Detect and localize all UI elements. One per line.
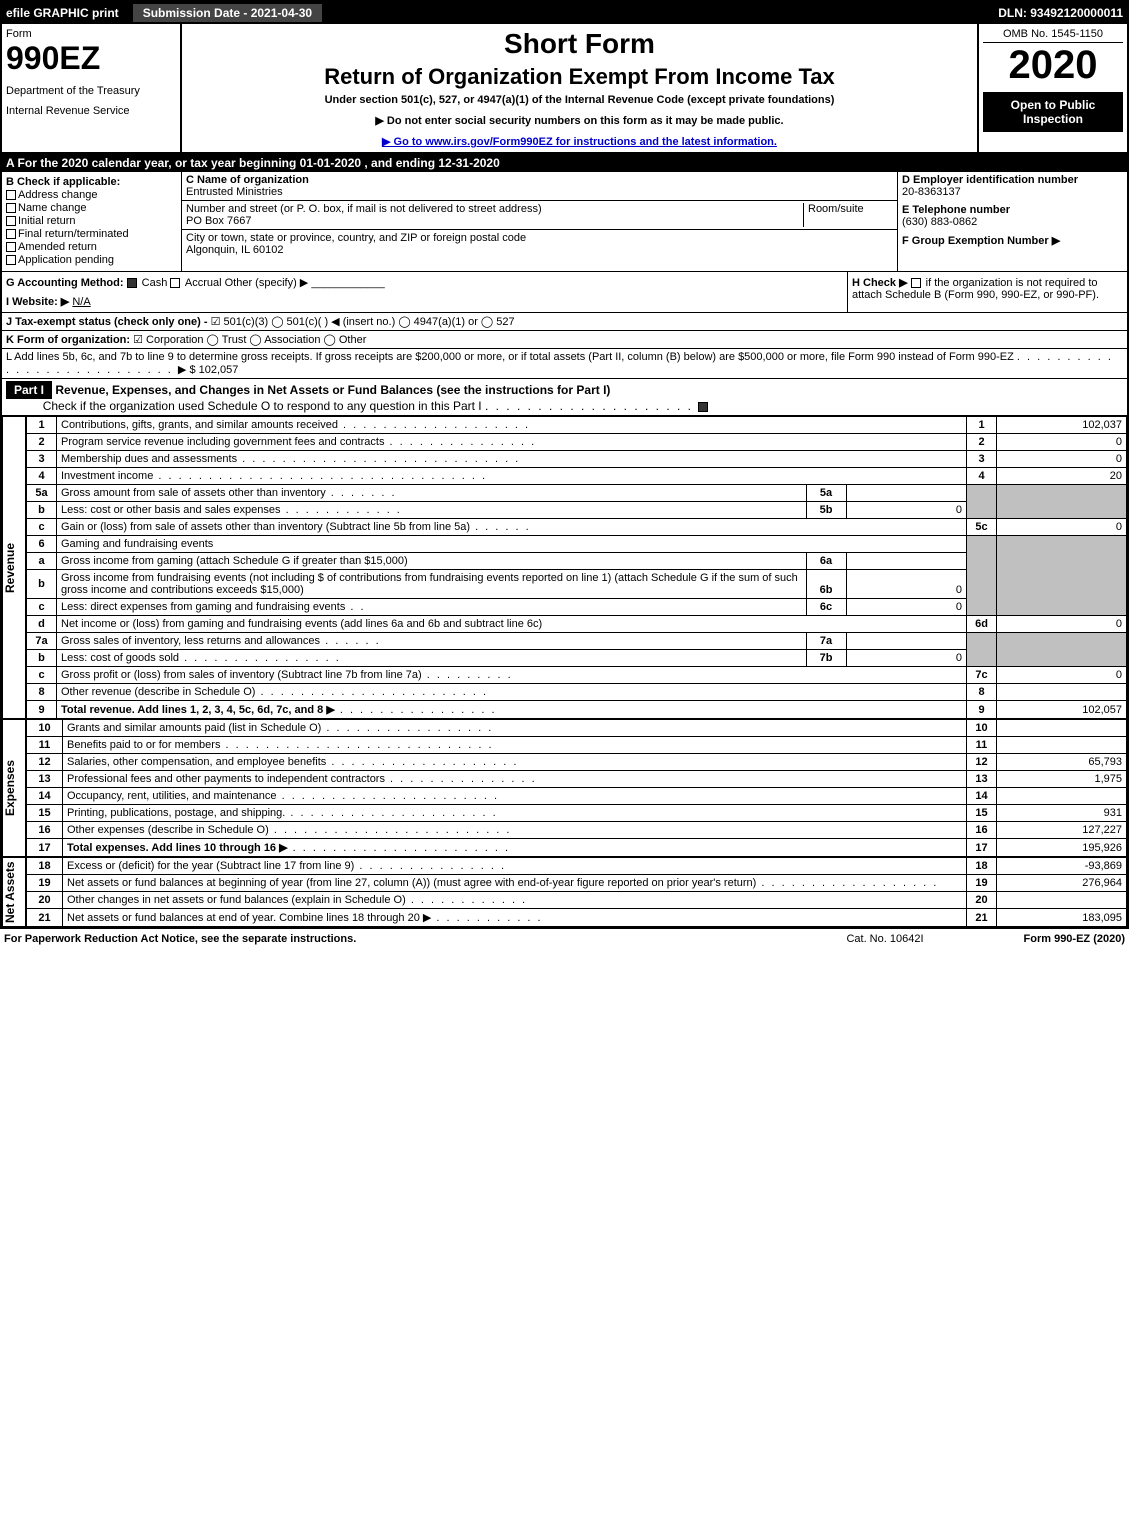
- part-1-label: Part I: [6, 381, 52, 399]
- cat-number: Cat. No. 10642I: [846, 933, 923, 945]
- efile-label[interactable]: efile GRAPHIC print: [6, 6, 129, 20]
- form-word: Form: [6, 28, 176, 40]
- line-6d: dNet income or (loss) from gaming and fu…: [27, 616, 1127, 633]
- tax-year: 2020: [983, 43, 1123, 88]
- chk-accrual[interactable]: [170, 278, 180, 288]
- line-20: 20Other changes in net assets or fund ba…: [27, 892, 1127, 909]
- e-label: E Telephone number: [902, 204, 1010, 216]
- footer: For Paperwork Reduction Act Notice, see …: [0, 929, 1129, 949]
- submission-date: Submission Date - 2021-04-30: [133, 4, 322, 22]
- form-ref: Form 990-EZ (2020): [1024, 933, 1125, 945]
- under-section: Under section 501(c), 527, or 4947(a)(1)…: [186, 94, 973, 106]
- line-16: 16Other expenses (describe in Schedule O…: [27, 822, 1127, 839]
- line-13: 13Professional fees and other payments t…: [27, 771, 1127, 788]
- city-label: City or town, state or province, country…: [186, 232, 526, 244]
- chk-application-pending[interactable]: Application pending: [6, 254, 177, 266]
- street-address: PO Box 7667: [186, 215, 251, 227]
- chk-final-return[interactable]: Final return/terminated: [6, 228, 177, 240]
- revenue-table: 1Contributions, gifts, grants, and simil…: [26, 416, 1127, 719]
- chk-schedule-o[interactable]: [698, 402, 708, 412]
- revenue-vlabel: Revenue: [2, 416, 26, 719]
- website: N/A: [72, 296, 90, 308]
- line-10: 10Grants and similar amounts paid (list …: [27, 720, 1127, 737]
- line-3: 3Membership dues and assessments . . . .…: [27, 451, 1127, 468]
- dln: DLN: 93492120000011: [998, 6, 1123, 20]
- pra-notice: For Paperwork Reduction Act Notice, see …: [4, 933, 356, 945]
- line-7c: cGross profit or (loss) from sales of in…: [27, 667, 1127, 684]
- chk-cash[interactable]: [127, 278, 137, 288]
- h-label: H Check ▶: [852, 277, 908, 289]
- line-5a: 5aGross amount from sale of assets other…: [27, 485, 1127, 502]
- city-state-zip: Algonquin, IL 60102: [186, 244, 283, 256]
- g-label: G Accounting Method:: [6, 277, 124, 289]
- part-1-checknote: Check if the organization used Schedule …: [43, 399, 482, 413]
- c-label: C Name of organization: [186, 174, 309, 186]
- chk-amended-return[interactable]: Amended return: [6, 241, 177, 253]
- chk-address-change[interactable]: Address change: [6, 189, 177, 201]
- line-5b: bLess: cost or other basis and sales exp…: [27, 502, 1127, 519]
- netassets-vlabel: Net Assets: [2, 857, 26, 927]
- j-label: J Tax-exempt status (check only one) -: [6, 316, 208, 328]
- room-label: Room/suite: [808, 203, 864, 215]
- open-inspection: Open to Public Inspection: [983, 92, 1123, 132]
- line-19: 19Net assets or fund balances at beginni…: [27, 875, 1127, 892]
- line-21: 21Net assets or fund balances at end of …: [27, 909, 1127, 927]
- form-number: 990EZ: [6, 40, 176, 77]
- return-title: Return of Organization Exempt From Incom…: [186, 64, 973, 90]
- line-5c: cGain or (loss) from sale of assets othe…: [27, 519, 1127, 536]
- line-6a: aGross income from gaming (attach Schedu…: [27, 553, 1127, 570]
- irs-label: Internal Revenue Service: [6, 105, 176, 117]
- line-11: 11Benefits paid to or for members . . . …: [27, 737, 1127, 754]
- netassets-table: 18Excess or (deficit) for the year (Subt…: [26, 857, 1127, 927]
- irs-link[interactable]: ▶ Go to www.irs.gov/Form990EZ for instru…: [382, 136, 777, 148]
- line-2: 2Program service revenue including gover…: [27, 434, 1127, 451]
- chk-initial-return[interactable]: Initial return: [6, 215, 177, 227]
- ein: 20-8363137: [902, 186, 961, 198]
- k-label: K Form of organization:: [6, 334, 130, 346]
- calendar-year-line: A For the 2020 calendar year, or tax yea…: [2, 154, 1127, 172]
- chk-name-change[interactable]: Name change: [6, 202, 177, 214]
- phone: (630) 883-0862: [902, 216, 977, 228]
- part-1-title: Revenue, Expenses, and Changes in Net As…: [55, 383, 610, 397]
- f-label: F Group Exemption Number ▶: [902, 235, 1060, 247]
- form-header: Form 990EZ Department of the Treasury In…: [2, 24, 1127, 154]
- line-4: 4Investment income . . . . . . . . . . .…: [27, 468, 1127, 485]
- line-9: 9Total revenue. Add lines 1, 2, 3, 4, 5c…: [27, 701, 1127, 719]
- line-17: 17Total expenses. Add lines 10 through 1…: [27, 839, 1127, 857]
- l-amount: ▶ $ 102,057: [178, 364, 238, 376]
- line-6c: cLess: direct expenses from gaming and f…: [27, 599, 1127, 616]
- omb-number: OMB No. 1545-1150: [983, 28, 1123, 43]
- expenses-table: 10Grants and similar amounts paid (list …: [26, 719, 1127, 857]
- org-name: Entrusted Ministries: [186, 186, 283, 198]
- line-7b: bLess: cost of goods sold . . . . . . . …: [27, 650, 1127, 667]
- short-form-title: Short Form: [186, 28, 973, 60]
- addr-label: Number and street (or P. O. box, if mail…: [186, 203, 542, 215]
- d-label: D Employer identification number: [902, 174, 1078, 186]
- line-15: 15Printing, publications, postage, and s…: [27, 805, 1127, 822]
- line-1: 1Contributions, gifts, grants, and simil…: [27, 417, 1127, 434]
- k-options: ☑ Corporation ◯ Trust ◯ Association ◯ Ot…: [133, 334, 366, 346]
- chk-h[interactable]: [911, 278, 921, 288]
- line-6b: bGross income from fundraising events (n…: [27, 570, 1127, 599]
- line-12: 12Salaries, other compensation, and empl…: [27, 754, 1127, 771]
- line-7a: 7aGross sales of inventory, less returns…: [27, 633, 1127, 650]
- line-18: 18Excess or (deficit) for the year (Subt…: [27, 858, 1127, 875]
- line-8: 8Other revenue (describe in Schedule O) …: [27, 684, 1127, 701]
- dept-treasury: Department of the Treasury: [6, 85, 176, 97]
- top-bar: efile GRAPHIC print Submission Date - 20…: [2, 2, 1127, 24]
- expenses-vlabel: Expenses: [2, 719, 26, 857]
- ssn-note: ▶ Do not enter social security numbers o…: [186, 114, 973, 127]
- line-6: 6Gaming and fundraising events: [27, 536, 1127, 553]
- i-label: I Website: ▶: [6, 296, 69, 308]
- b-label: B Check if applicable:: [6, 176, 120, 188]
- line-14: 14Occupancy, rent, utilities, and mainte…: [27, 788, 1127, 805]
- l-text: L Add lines 5b, 6c, and 7b to line 9 to …: [6, 351, 1014, 363]
- section-b: B Check if applicable: Address change Na…: [2, 172, 182, 271]
- j-options: ☑ 501(c)(3) ◯ 501(c)( ) ◀ (insert no.) ◯…: [211, 316, 515, 328]
